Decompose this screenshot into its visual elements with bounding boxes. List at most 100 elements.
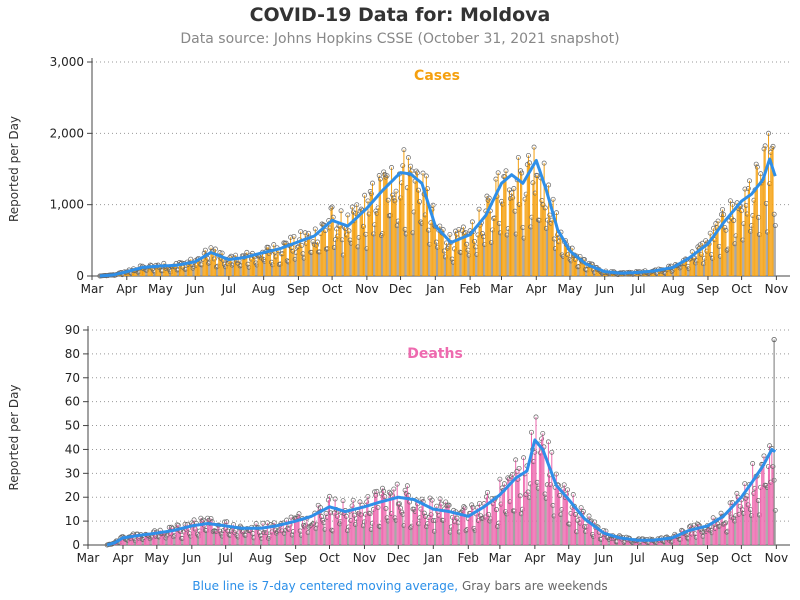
deaths-bar — [300, 535, 302, 545]
deaths-point — [375, 505, 381, 510]
cases-point — [299, 242, 305, 248]
cases-point — [772, 223, 778, 228]
deaths-bar — [327, 499, 329, 545]
cases-bar — [260, 257, 262, 276]
cases-bar — [325, 249, 327, 276]
cases-bar — [236, 260, 238, 276]
cases-bar — [273, 244, 275, 276]
cases-bar — [304, 232, 306, 276]
cases-bar — [174, 267, 176, 276]
deaths-bar — [217, 525, 219, 545]
deaths-bar — [617, 537, 619, 545]
cases-bar — [474, 241, 476, 276]
cases-bar — [229, 257, 231, 276]
deaths-point — [742, 481, 748, 487]
deaths-point — [260, 520, 266, 526]
deaths-bar — [521, 509, 523, 545]
deaths-bar — [414, 511, 416, 545]
cases-bar — [472, 231, 474, 276]
deaths-bar — [744, 483, 746, 545]
cases-bar — [271, 262, 273, 276]
deaths-bar — [728, 512, 730, 545]
deaths-bar — [587, 520, 589, 545]
cases-bar — [294, 259, 296, 276]
cases-bar — [446, 242, 448, 276]
cases-bar — [397, 221, 399, 276]
deaths-bar — [243, 530, 245, 545]
deaths-bar — [282, 523, 284, 545]
cases-bar — [743, 223, 745, 276]
deaths-bar — [577, 520, 579, 545]
deaths-point — [429, 497, 435, 503]
deaths-bar — [173, 536, 175, 545]
cases-bar — [237, 263, 239, 276]
cases-bar — [673, 268, 675, 276]
cases-bar — [542, 204, 544, 276]
cases-point — [430, 202, 436, 208]
deaths-bar — [563, 484, 565, 545]
cases-point — [390, 192, 396, 198]
cases-bar — [634, 273, 636, 276]
cases-bar — [752, 215, 754, 276]
cases-bar — [604, 272, 606, 276]
deaths-bar — [594, 521, 596, 545]
cases-bar — [726, 250, 728, 276]
cases-point — [311, 241, 317, 247]
deaths-bar — [120, 537, 122, 545]
cases-point — [460, 224, 466, 230]
deaths-bar — [348, 526, 350, 545]
deaths-bar — [729, 502, 731, 545]
cases-point — [519, 170, 525, 176]
cases-bar — [239, 265, 241, 276]
deaths-point — [422, 513, 428, 519]
cases-bar — [447, 248, 449, 276]
deaths-bar — [202, 520, 204, 545]
cases-bar — [382, 233, 384, 276]
cases-bar — [310, 252, 312, 276]
cases-bar — [711, 258, 713, 276]
deaths-bar — [745, 498, 747, 545]
deaths-x-tick-label: Nov — [353, 551, 376, 565]
deaths-bar — [476, 507, 478, 545]
deaths-bar — [677, 536, 679, 545]
deaths-bar — [492, 503, 494, 545]
cases-bar — [667, 269, 669, 276]
deaths-bar — [470, 513, 472, 545]
deaths-bar — [226, 521, 228, 545]
cases-point — [417, 199, 423, 205]
cases-point — [361, 223, 366, 229]
deaths-bar — [176, 524, 178, 545]
cases-bar — [668, 266, 670, 276]
deaths-bar — [518, 468, 520, 545]
cases-point — [530, 180, 536, 186]
deaths-point — [549, 449, 555, 455]
deaths-point — [706, 527, 712, 533]
deaths-bar — [704, 529, 706, 545]
cases-x-tick-label: Dec — [389, 282, 412, 296]
cases-bar — [579, 256, 581, 276]
deaths-bar — [474, 530, 476, 545]
cases-point — [358, 206, 364, 212]
deaths-bar — [272, 525, 274, 545]
cases-point — [322, 228, 328, 233]
cases-bar — [272, 264, 274, 276]
deaths-bar — [227, 531, 229, 545]
deaths-point — [573, 512, 578, 517]
cases-point — [762, 143, 768, 149]
cases-bar — [609, 274, 611, 276]
deaths-bar — [248, 530, 250, 545]
deaths-bar — [752, 463, 754, 545]
cases-bar — [745, 205, 747, 276]
deaths-bar — [676, 536, 678, 545]
deaths-bar — [697, 524, 700, 545]
cases-bar — [685, 258, 687, 276]
deaths-bar — [616, 541, 618, 545]
cases-bar — [766, 231, 768, 276]
deaths-bar — [159, 530, 161, 545]
cases-x-tick-label: Jun — [594, 282, 614, 296]
cases-bar — [430, 222, 432, 276]
cases-bar — [347, 214, 349, 276]
deaths-bar — [145, 534, 147, 545]
cases-bar — [387, 200, 389, 276]
cases-bar — [164, 266, 166, 276]
